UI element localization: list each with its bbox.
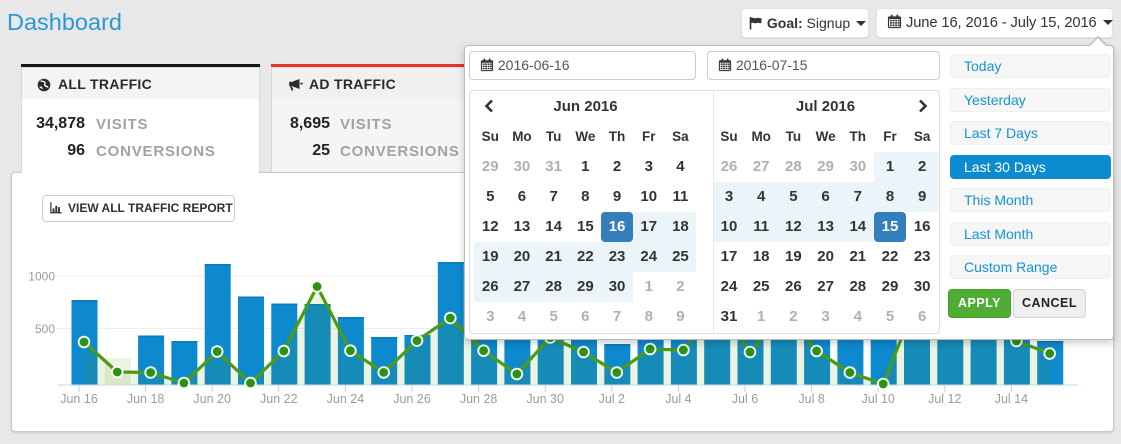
svg-text:Jun 22: Jun 22 bbox=[260, 392, 298, 406]
svg-text:Jul 8: Jul 8 bbox=[798, 392, 824, 406]
svg-text:Jun 30: Jun 30 bbox=[526, 392, 564, 406]
svg-text:Jul 2: Jul 2 bbox=[599, 392, 625, 406]
svg-text:Jun 24: Jun 24 bbox=[327, 392, 365, 406]
svg-text:Jul 10: Jul 10 bbox=[862, 392, 895, 406]
svg-text:Jun 20: Jun 20 bbox=[193, 392, 231, 406]
svg-text:Jun 28: Jun 28 bbox=[460, 392, 498, 406]
svg-text:Jul 12: Jul 12 bbox=[928, 392, 961, 406]
svg-text:Jul 4: Jul 4 bbox=[665, 392, 691, 406]
svg-text:Jun 26: Jun 26 bbox=[393, 392, 431, 406]
svg-text:Jun 16: Jun 16 bbox=[60, 392, 98, 406]
svg-text:Jun 18: Jun 18 bbox=[127, 392, 165, 406]
svg-text:Jul 14: Jul 14 bbox=[995, 392, 1028, 406]
svg-text:Jul 6: Jul 6 bbox=[732, 392, 758, 406]
svg-text:1000: 1000 bbox=[28, 270, 55, 284]
svg-text:500: 500 bbox=[35, 322, 55, 336]
